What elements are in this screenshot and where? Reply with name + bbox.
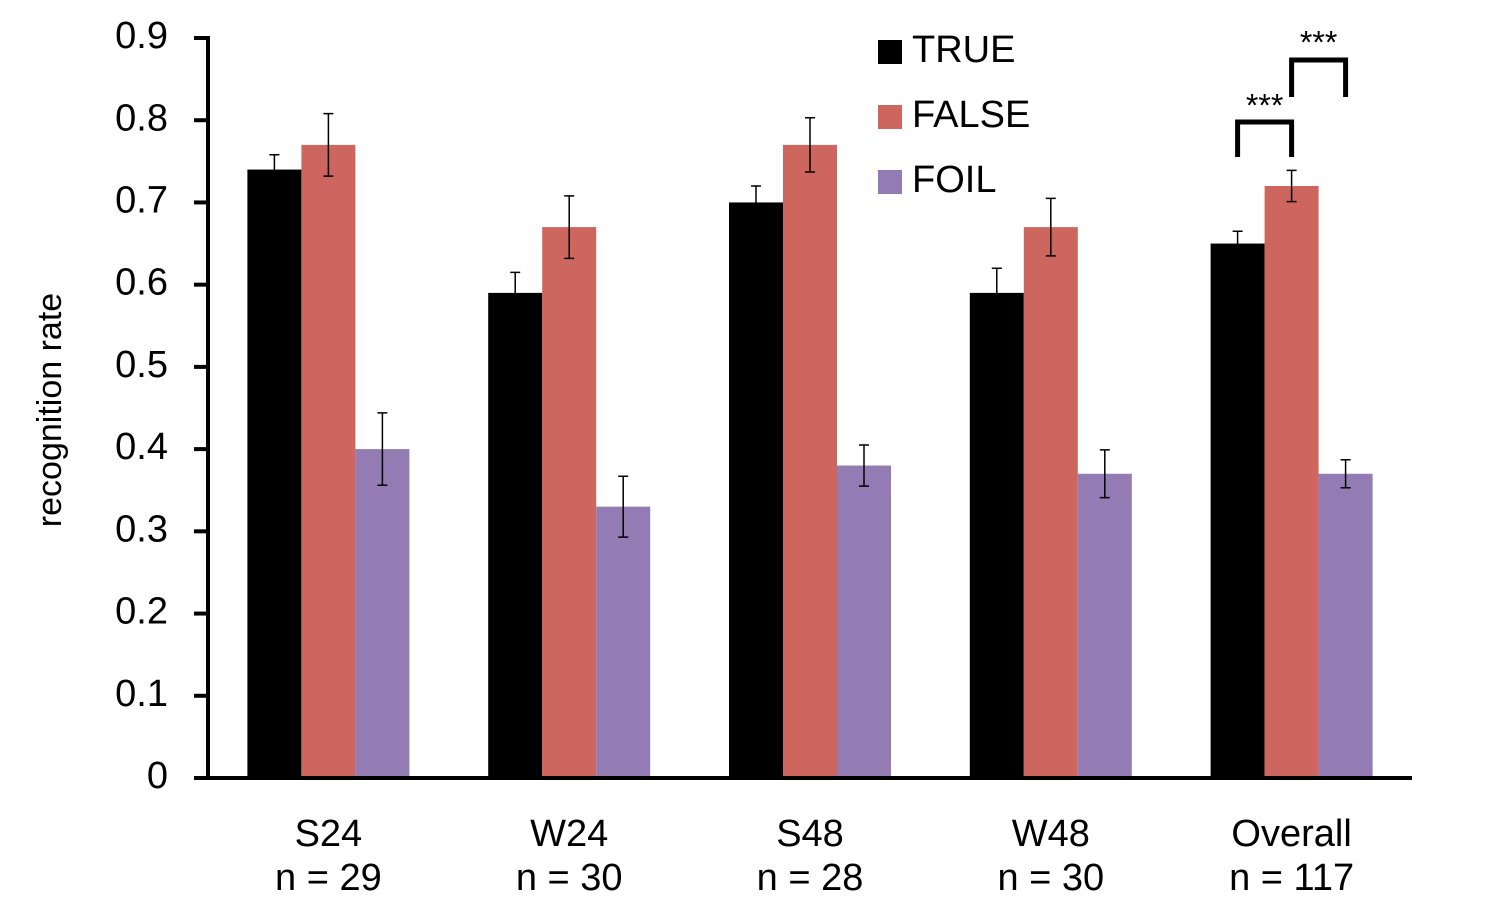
y-tick-label: 0.7 <box>115 179 168 221</box>
x-tick-label: Overall <box>1231 813 1351 855</box>
legend-swatch <box>878 105 902 129</box>
x-tick-label: W24 <box>530 813 608 855</box>
legend-label: TRUE <box>912 29 1015 71</box>
y-tick-label: 0.5 <box>115 344 168 386</box>
x-tick-sublabel: n = 28 <box>757 857 864 899</box>
bar <box>729 202 783 778</box>
error-bar <box>1045 197 1056 257</box>
x-tick-label: W48 <box>1012 813 1090 855</box>
error-bar <box>618 475 629 538</box>
bar <box>247 169 302 779</box>
y-tick-label: 0.8 <box>115 97 168 139</box>
y-tick-label: 0.6 <box>115 262 168 304</box>
bar <box>1210 243 1265 779</box>
error-bar <box>564 195 575 260</box>
x-tick-sublabel: n = 117 <box>1229 857 1354 899</box>
significance-bracket <box>1289 57 1349 97</box>
y-tick-label: 0.9 <box>115 15 168 57</box>
error-bar <box>1099 449 1110 499</box>
error-bar <box>805 117 815 173</box>
bar <box>488 292 543 778</box>
error-bar <box>377 412 388 487</box>
bar <box>1318 473 1373 778</box>
y-tick-label: 0.3 <box>115 508 168 550</box>
error-bar <box>323 112 334 177</box>
bar <box>1077 473 1132 778</box>
x-tick-label: S48 <box>776 813 844 855</box>
bar <box>837 465 891 778</box>
error-bar <box>751 185 761 220</box>
bar <box>969 292 1024 778</box>
y-axis-label: recognition rate <box>31 293 69 527</box>
x-tick-sublabel: n = 30 <box>997 857 1104 899</box>
annotation: *** <box>1246 87 1283 123</box>
error-bar <box>269 154 280 186</box>
bar <box>1023 227 1078 779</box>
bar <box>596 506 651 778</box>
x-tick-sublabel: n = 30 <box>516 857 623 899</box>
bar <box>1264 186 1319 778</box>
y-tick-label: 0.1 <box>115 673 168 715</box>
bar <box>542 227 597 779</box>
error-bar <box>1286 169 1297 203</box>
x-tick-label: S24 <box>295 813 363 855</box>
y-tick-label: 0 <box>147 755 168 797</box>
legend-swatch <box>878 40 902 64</box>
legend-label: FOIL <box>912 159 996 201</box>
bar <box>355 449 410 778</box>
error-bar <box>510 271 521 315</box>
annotation: *** <box>1300 24 1337 60</box>
x-tick-sublabel: n = 29 <box>275 857 382 899</box>
significance-bracket <box>1235 119 1295 157</box>
error-bar <box>859 444 869 487</box>
error-bar <box>1340 459 1351 489</box>
legend-swatch <box>878 170 902 194</box>
bar <box>301 144 356 778</box>
y-tick-label: 0.2 <box>115 591 168 633</box>
error-bar <box>1232 230 1243 257</box>
legend-label: FALSE <box>912 94 1030 136</box>
bar <box>783 144 837 778</box>
y-tick-label: 0.4 <box>115 426 168 468</box>
error-bar <box>991 267 1002 319</box>
